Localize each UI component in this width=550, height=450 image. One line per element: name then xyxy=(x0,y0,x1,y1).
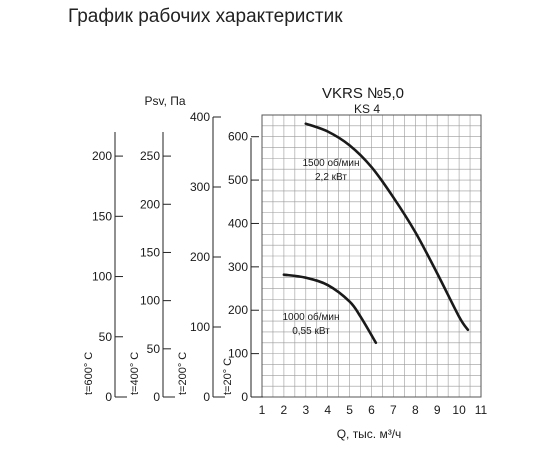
y-tick-label: 0 xyxy=(241,390,248,404)
temp-scale-tick-label: 150 xyxy=(92,209,112,223)
series-label-line1: 1500 об/мин xyxy=(302,157,359,169)
y-tick-label: 200 xyxy=(228,303,248,317)
temp-scale-tick-label: 0 xyxy=(203,390,210,404)
series-curve-1000rpm xyxy=(282,273,378,345)
y-tick-label: 400 xyxy=(228,216,248,230)
x-tick-label: 1 xyxy=(259,403,266,417)
temp-scale-label: t=600° C xyxy=(83,352,95,395)
temp-scale-tick-label: 200 xyxy=(190,250,210,264)
temperature-scales: 0 50 100 150 200 t=600° C 0 50 100 150 200 250 t=400… xyxy=(83,110,225,404)
y-tick-label: 300 xyxy=(228,260,248,274)
temp-scale-tick-label: 0 xyxy=(105,390,112,404)
temp-scale-tick-label: 200 xyxy=(92,149,112,163)
temp-scale-label: t=400° C xyxy=(129,352,141,395)
x-tick-label: 11 xyxy=(475,403,488,417)
chart-subtitle: KS 4 xyxy=(354,102,380,116)
temp-scale-tick-label: 250 xyxy=(140,149,160,163)
x-axis-label: Q, тыс. м³/ч xyxy=(337,427,402,441)
series-curve-1500rpm xyxy=(304,122,470,332)
temp-scale-tick-label: 400 xyxy=(190,110,210,124)
temp-scale-tick-label: 200 xyxy=(140,197,160,211)
page-title: График рабочих характеристик xyxy=(68,6,343,27)
plot-frame xyxy=(261,114,482,398)
x-tick-label: 4 xyxy=(324,403,331,417)
y-tick-label: 500 xyxy=(228,173,248,187)
y-axis-label: Psv, Па xyxy=(144,94,185,108)
temp-scale-tick-label: 50 xyxy=(147,342,161,356)
x-tick-label: 5 xyxy=(346,403,353,417)
temp-scale-tick-label: 100 xyxy=(140,294,160,308)
series-label-line1: 1000 об/мин xyxy=(282,311,339,323)
x-tick-label: 6 xyxy=(368,403,375,417)
temp-scale-tick-label: 300 xyxy=(190,180,210,194)
x-tick-label: 2 xyxy=(281,403,288,417)
series-label-line2: 2,2 кВт xyxy=(315,172,347,183)
plot-grid xyxy=(261,114,482,398)
temp-scale-tick-label: 100 xyxy=(92,270,112,284)
series-label-line2: 0,55 кВт xyxy=(292,326,330,337)
temp-scale-tick-label: 150 xyxy=(140,245,160,259)
y-tick-label: 100 xyxy=(228,347,248,361)
x-tick-label: 7 xyxy=(390,403,397,417)
temp-scale-tick-label: 50 xyxy=(99,330,113,344)
chart-title: VKRS №5,0 xyxy=(322,85,404,102)
temp-scale-label: t=200° C xyxy=(177,352,189,395)
temp-scale-tick-label: 0 xyxy=(153,390,160,404)
x-tick-label: 10 xyxy=(452,403,466,417)
x-tick-label: 9 xyxy=(434,403,441,417)
x-tick-label: 8 xyxy=(412,403,419,417)
temp-scale-tick-label: 100 xyxy=(190,320,210,334)
x-tick-label: 3 xyxy=(302,403,309,417)
plot-series: 1500 об/мин 2,2 кВт 1000 об/мин 0,55 кВт xyxy=(282,122,470,345)
scale-label-t20: t=20° C xyxy=(222,358,234,395)
y-tick-label: 600 xyxy=(228,130,248,144)
